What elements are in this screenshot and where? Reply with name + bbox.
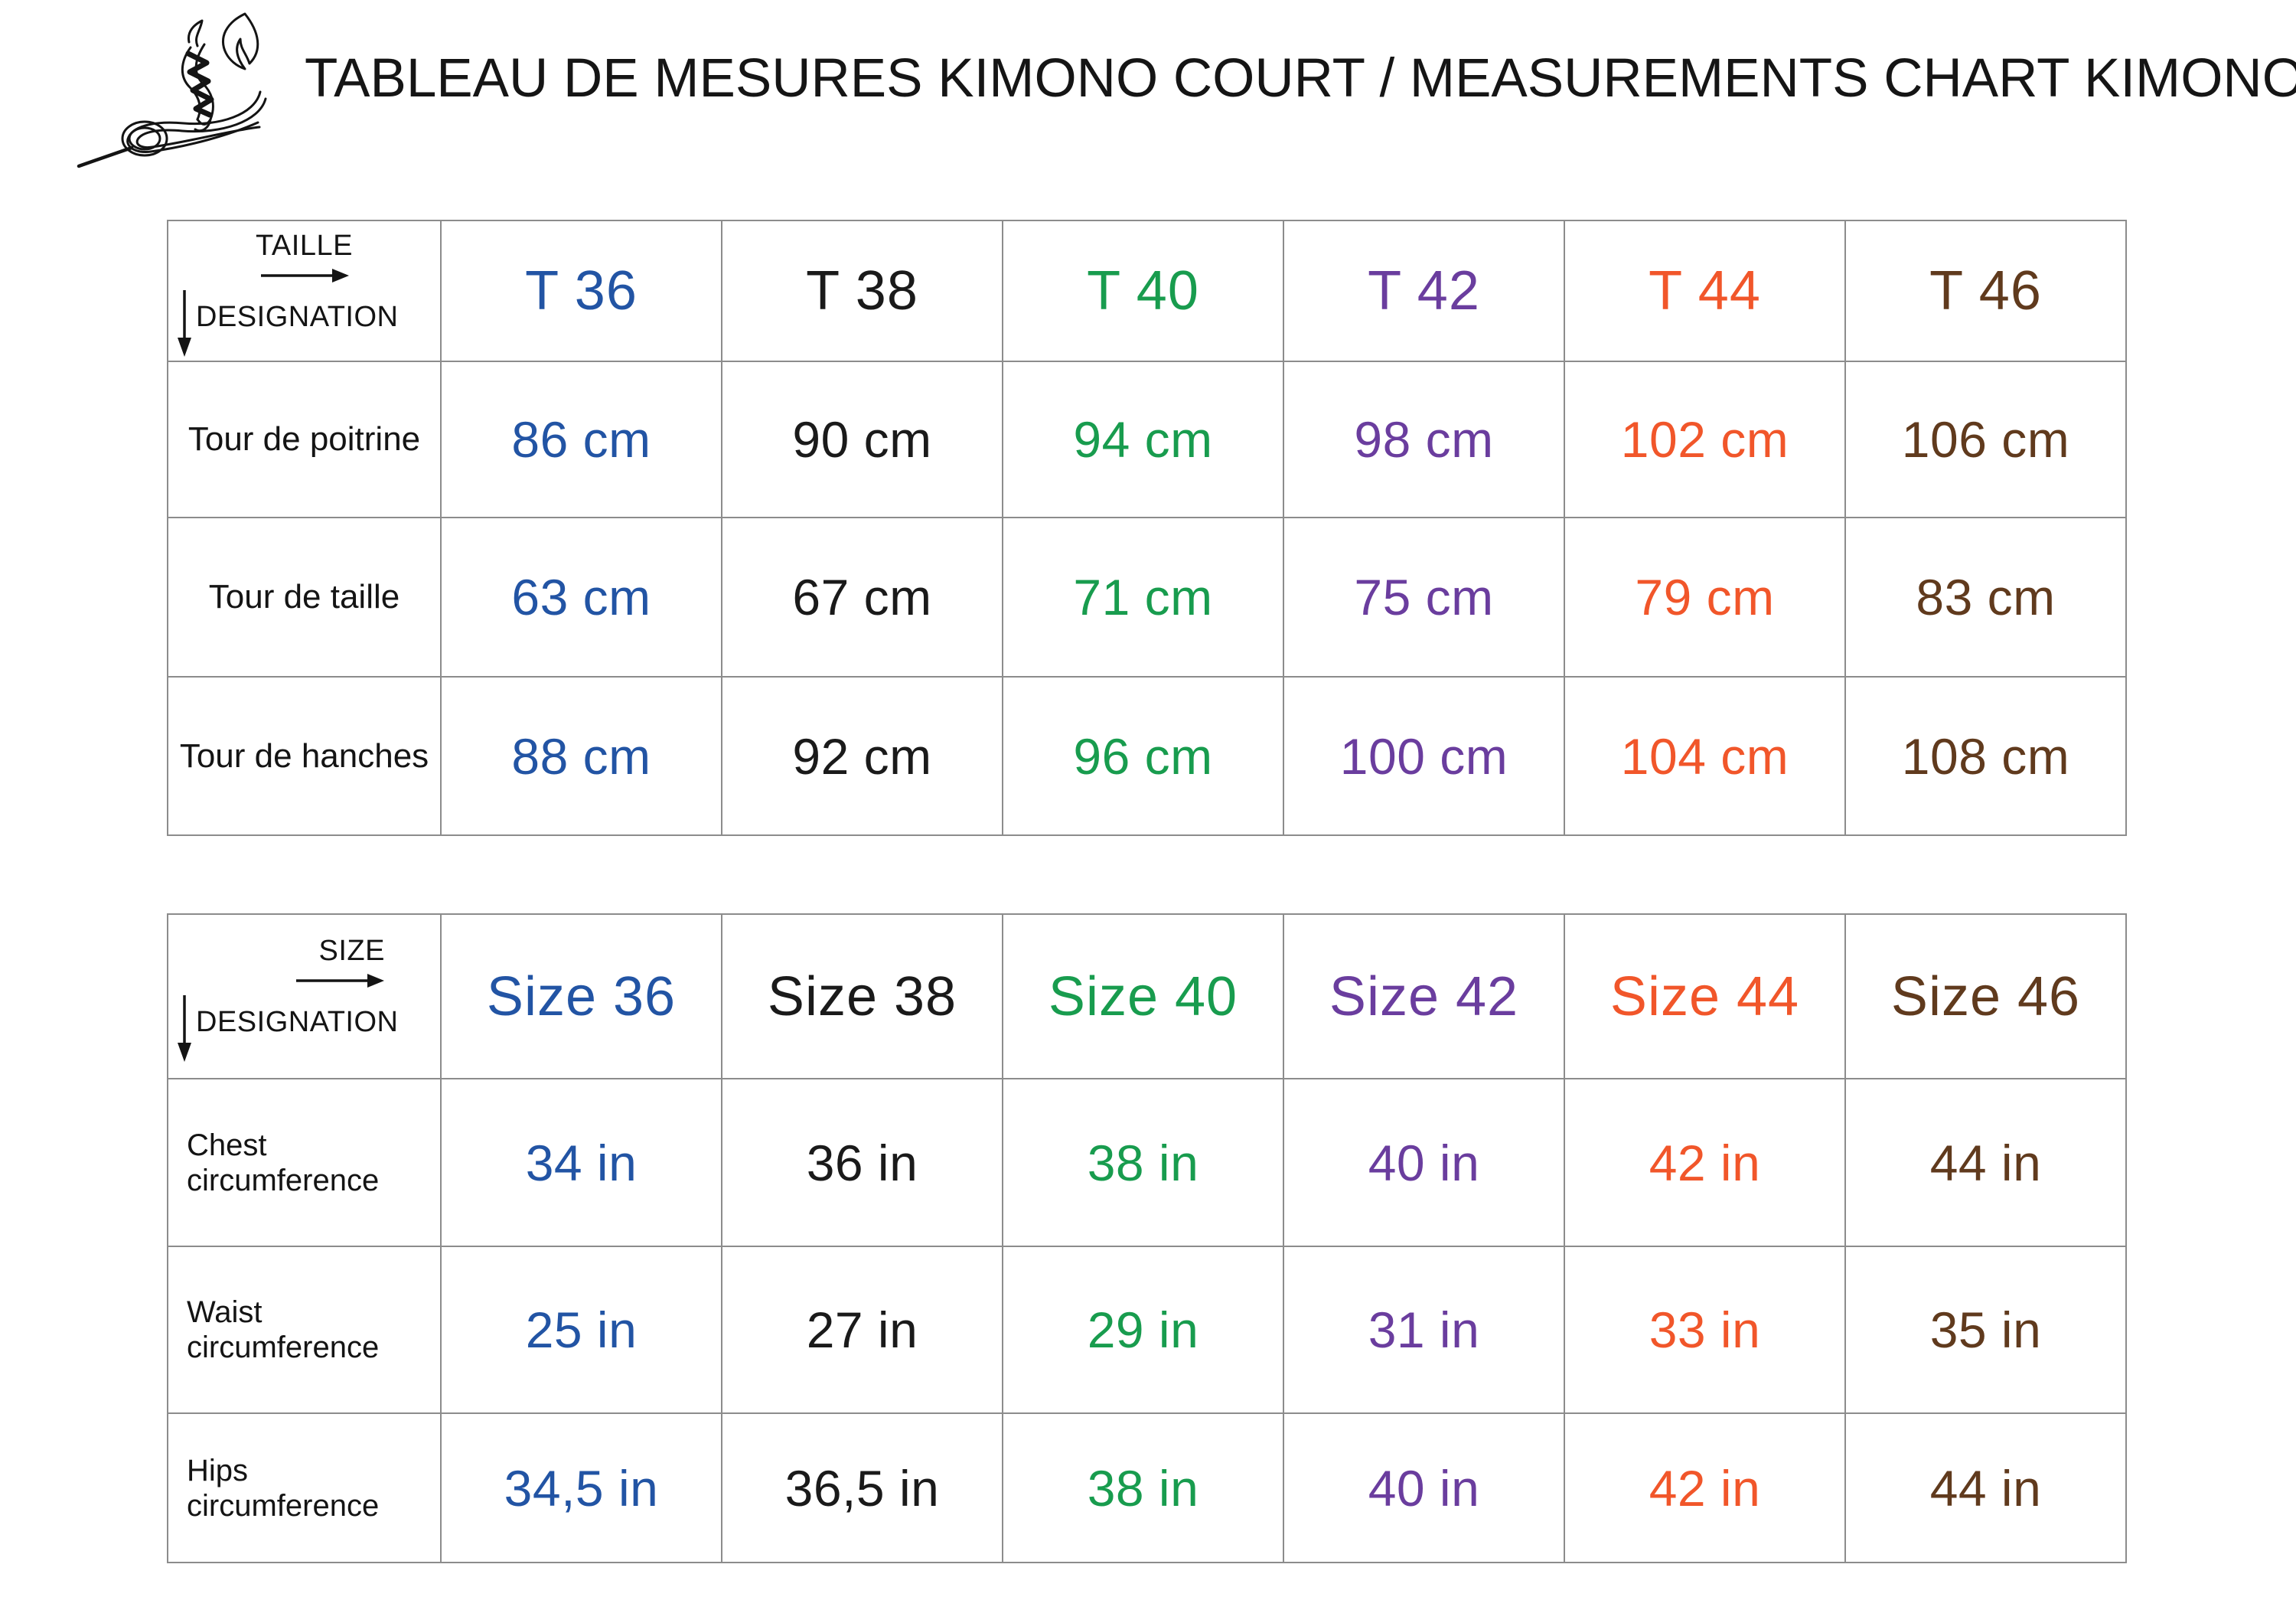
column-header: T 42: [1284, 221, 1565, 362]
row-label: Waist circumference: [168, 1247, 442, 1414]
measurement-value: 40 in: [1284, 1414, 1565, 1563]
measurement-value: 94 cm: [1003, 362, 1284, 518]
measurement-value: 75 cm: [1284, 518, 1565, 678]
measurement-value: 83 cm: [1846, 518, 2127, 678]
measurement-value: 42 in: [1565, 1414, 1846, 1563]
size-table-inches: SIZE DESIGNATION Size 36 Size 38 Size 40…: [167, 913, 2127, 1563]
column-axis-label: TAILLE: [256, 229, 353, 262]
thread-needle-lacing-logo-icon: [77, 12, 267, 168]
row-axis-label: DESIGNATION: [196, 1006, 399, 1038]
column-header-label: T 42: [1368, 260, 1480, 322]
size-table-cm: TAILLE DESIGNATION T 36 T 38 T 40 T 42 T…: [167, 220, 2127, 836]
column-header-label: Size 38: [767, 965, 957, 1027]
measurement-value: 106 cm: [1846, 362, 2127, 518]
measurement-value: 27 in: [722, 1247, 1003, 1414]
column-header-label: T 38: [806, 260, 918, 322]
column-header: Size 46: [1846, 915, 2127, 1079]
column-header-label: Size 36: [486, 965, 677, 1027]
column-header: Size 38: [722, 915, 1003, 1079]
measurement-value: 44 in: [1846, 1079, 2127, 1247]
brand-logo: [67, 3, 297, 179]
measurement-value: 88 cm: [442, 678, 722, 836]
column-header-label: Size 46: [1890, 965, 2081, 1027]
measurement-value: 96 cm: [1003, 678, 1284, 836]
measurement-value: 25 in: [442, 1247, 722, 1414]
down-arrow-icon: [178, 289, 191, 357]
page-title: TABLEAU DE MESURES KIMONO COURT / MEASUR…: [305, 48, 2296, 109]
column-header-label: T 40: [1087, 260, 1199, 322]
row-label: Chest circumference: [168, 1079, 442, 1247]
measurement-value: 34,5 in: [442, 1414, 722, 1563]
corner-cell-cm: TAILLE DESIGNATION: [168, 221, 442, 362]
column-header-label: Size 44: [1609, 965, 1800, 1027]
measurement-value: 38 in: [1003, 1414, 1284, 1563]
column-header: T 40: [1003, 221, 1284, 362]
measurement-value: 100 cm: [1284, 678, 1565, 836]
measurement-value: 35 in: [1846, 1247, 2127, 1414]
column-header: Size 42: [1284, 915, 1565, 1079]
measurement-value: 86 cm: [442, 362, 722, 518]
column-header: T 38: [722, 221, 1003, 362]
row-label: Tour de poitrine: [168, 362, 442, 518]
down-arrow-icon: [178, 995, 191, 1062]
row-label: Tour de hanches: [168, 678, 442, 836]
measurement-value: 44 in: [1846, 1414, 2127, 1563]
column-header: Size 40: [1003, 915, 1284, 1079]
measurement-value: 42 in: [1565, 1079, 1846, 1247]
column-header-label: T 44: [1649, 260, 1761, 322]
column-axis: TAILLE: [176, 230, 432, 284]
measurement-value: 40 in: [1284, 1079, 1565, 1247]
measurement-value: 71 cm: [1003, 518, 1284, 678]
column-header-label: T 46: [1929, 260, 2042, 322]
measurement-value: 104 cm: [1565, 678, 1846, 836]
row-label: Hips circumference: [168, 1414, 442, 1563]
column-header: T 36: [442, 221, 722, 362]
measurement-value: 63 cm: [442, 518, 722, 678]
measurement-value: 38 in: [1003, 1079, 1284, 1247]
row-axis: DESIGNATION: [176, 289, 432, 358]
measurement-value: 108 cm: [1846, 678, 2127, 836]
column-header: Size 36: [442, 915, 722, 1079]
measurement-value: 90 cm: [722, 362, 1003, 518]
column-header: Size 44: [1565, 915, 1846, 1079]
measurement-value: 79 cm: [1565, 518, 1846, 678]
right-arrow-icon: [260, 268, 349, 282]
column-header: T 44: [1565, 221, 1846, 362]
column-header: T 46: [1846, 221, 2127, 362]
measurement-value: 67 cm: [722, 518, 1003, 678]
measurement-value: 33 in: [1565, 1247, 1846, 1414]
measurement-value: 102 cm: [1565, 362, 1846, 518]
row-axis: DESIGNATION: [176, 994, 432, 1063]
measurement-value: 98 cm: [1284, 362, 1565, 518]
column-header-label: Size 42: [1329, 965, 1519, 1027]
measurement-value: 29 in: [1003, 1247, 1284, 1414]
measurement-value: 36 in: [722, 1079, 1003, 1247]
measurement-value: 36,5 in: [722, 1414, 1003, 1563]
row-axis-label: DESIGNATION: [196, 300, 399, 333]
right-arrow-icon: [296, 974, 384, 988]
column-header-label: Size 40: [1048, 965, 1238, 1027]
measurement-value: 31 in: [1284, 1247, 1565, 1414]
column-axis-label: SIZE: [318, 935, 385, 967]
column-header-label: T 36: [525, 260, 638, 322]
column-axis: SIZE: [176, 935, 432, 989]
corner-cell-in: SIZE DESIGNATION: [168, 915, 442, 1079]
measurement-value: 34 in: [442, 1079, 722, 1247]
row-label: Tour de taille: [168, 518, 442, 678]
measurement-value: 92 cm: [722, 678, 1003, 836]
